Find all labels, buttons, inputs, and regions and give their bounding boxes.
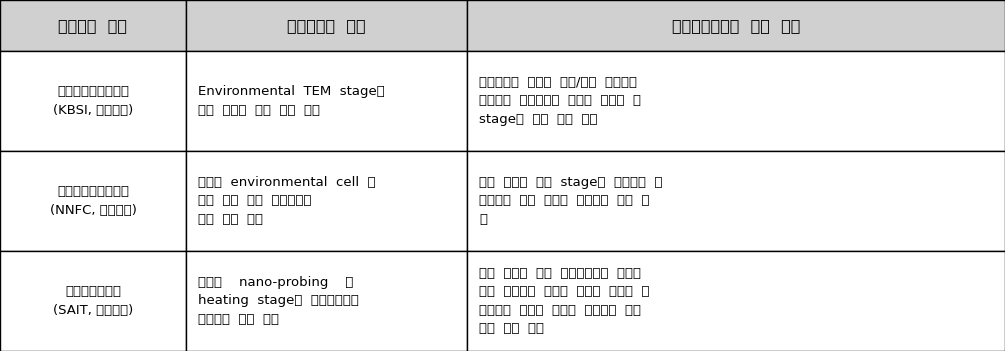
Text: 연구개발의  내용: 연구개발의 내용 <box>287 18 366 33</box>
Text: 상용화  environmental  cell  홀
더로  가스  주입  환경에서의
소자  특성  연구: 상용화 environmental cell 홀 더로 가스 주입 환경에서의 … <box>198 176 376 226</box>
Text: 삼성종합기술원
(SAIT, 대한민국): 삼성종합기술원 (SAIT, 대한민국) <box>53 285 133 317</box>
Bar <box>0 51 186 151</box>
Text: 상용화    nano-probing    및
heating  stage로  반도체소자의
동작특성  측정  연구: 상용화 nano-probing 및 heating stage로 반도체소자의… <box>198 276 359 326</box>
Bar <box>467 0 1005 51</box>
Text: 연구수행  기관: 연구수행 기관 <box>58 18 128 33</box>
Text: 대전나노종합기술원
(NNFC, 대한민국): 대전나노종합기술원 (NNFC, 대한민국) <box>49 185 137 217</box>
Text: 생산  단계의  실제  반도체소자에  외적변
수를  인가하여  물리적  특성의  변화와  미
세구조의  변화를  동시에  측정하여  메커
니즘 : 생산 단계의 실제 반도체소자에 외적변 수를 인가하여 물리적 특성의 변화와… <box>479 267 650 335</box>
Bar <box>467 251 1005 351</box>
Bar <box>186 251 467 351</box>
Text: 연구개발성과의  활용  현황: 연구개발성과의 활용 현황 <box>672 18 800 33</box>
Text: Environmental  TEM  stage의
자체  활용을  위한  개발  연구: Environmental TEM stage의 자체 활용을 위한 개발 연구 <box>198 85 385 117</box>
Text: 기초과학지원연구소
(KBSI, 대한민국): 기초과학지원연구소 (KBSI, 대한민국) <box>53 85 133 117</box>
Bar <box>186 151 467 251</box>
Bar <box>0 0 186 51</box>
Text: 액체  분위기  조성  stage를  활용하여  나
노입자의  성장  기구를  규명하는  연구  지
속: 액체 분위기 조성 stage를 활용하여 나 노입자의 성장 기구를 규명하는… <box>479 176 663 226</box>
Bar <box>186 51 467 151</box>
Bar <box>0 151 186 251</box>
Bar <box>467 51 1005 151</box>
Bar <box>0 251 186 351</box>
Text: 전자현미경  내에서  기체/액체  분위기를
조성하여  나노소자의  물성을  평가할  수
stage의  개발  초기  단계: 전자현미경 내에서 기체/액체 분위기를 조성하여 나노소자의 물성을 평가할 … <box>479 76 641 126</box>
Bar <box>467 151 1005 251</box>
Bar <box>186 0 467 51</box>
